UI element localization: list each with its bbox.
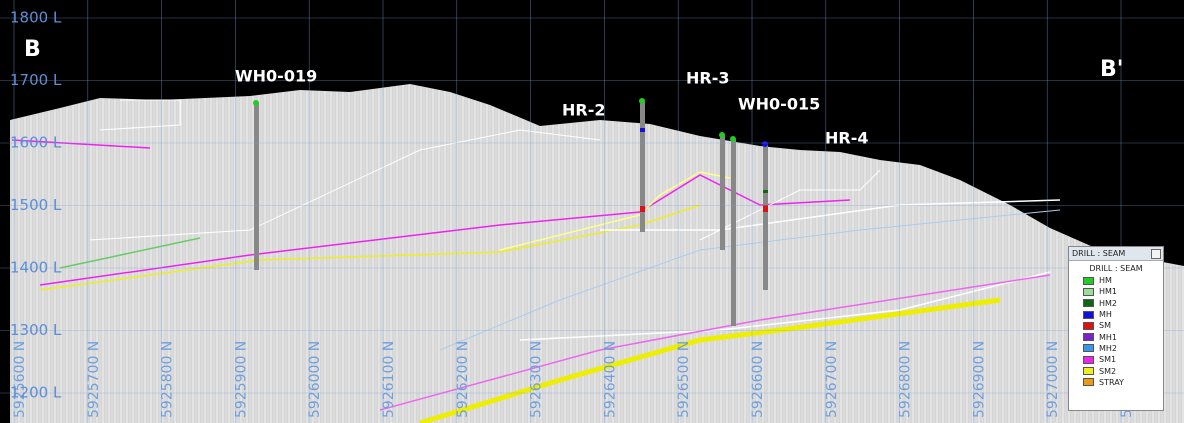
legend-swatch — [1083, 321, 1094, 330]
legend-label: HM1 — [1099, 287, 1118, 297]
elevation-label: 1700 L — [10, 71, 62, 89]
northing-label: 5926400 N — [602, 341, 618, 418]
legend-swatch — [1083, 355, 1094, 364]
drill-hole-label: WH0-019 — [235, 67, 317, 86]
northing-label: 5926600 N — [750, 341, 766, 418]
northing-label: 5925800 N — [160, 341, 176, 418]
legend-swatch — [1083, 287, 1094, 296]
legend-label: MH2 — [1099, 343, 1118, 353]
northing-label: 5925700 N — [86, 341, 102, 418]
legend-title: DRILL : SEAM — [1089, 264, 1143, 273]
legend-item: STRAY — [1069, 377, 1163, 388]
legend-header-text: DRILL : SEAM — [1072, 249, 1126, 258]
legend-item: MH2 — [1069, 343, 1163, 354]
northing-label: 5927000 N — [1045, 341, 1061, 418]
legend-swatch — [1083, 276, 1094, 285]
elevation-label: 1300 L — [10, 321, 62, 339]
legend-label: MH1 — [1099, 332, 1118, 342]
seam-lines — [11, 99, 1061, 423]
close-button[interactable] — [1151, 249, 1161, 259]
legend-swatch — [1083, 299, 1094, 308]
drill-hole-label: HR-4 — [825, 129, 868, 148]
legend-label: MH — [1099, 310, 1112, 320]
northing-label: 5926000 N — [307, 341, 323, 418]
legend-item: HM — [1069, 275, 1163, 286]
legend-label: HM2 — [1099, 298, 1118, 308]
northing-label: 5926200 N — [455, 341, 471, 418]
northing-label: 5925600 N — [12, 341, 28, 418]
elevation-label: 1600 L — [10, 134, 62, 152]
legend-item: SM1 — [1069, 354, 1163, 365]
legend-swatch — [1083, 344, 1094, 353]
legend-item: SM — [1069, 320, 1163, 331]
legend-item: HM2 — [1069, 298, 1163, 309]
legend-swatch — [1083, 378, 1094, 387]
northing-label: 5926500 N — [676, 341, 692, 418]
northing-label: 5926800 N — [898, 341, 914, 418]
drill-hole-label: HR-2 — [562, 101, 605, 120]
legend-item: MH — [1069, 309, 1163, 320]
legend-label: SM — [1099, 321, 1111, 331]
legend-item: HM1 — [1069, 286, 1163, 297]
legend-header: DRILL : SEAM — [1069, 247, 1163, 261]
legend-swatch — [1083, 333, 1094, 342]
northing-label: 5926900 N — [971, 341, 987, 418]
elevation-label: 1200 L — [10, 384, 62, 402]
legend-panel: DRILL : SEAM DRILL : SEAM HM HM1 HM2 MH SM MH… — [1068, 246, 1164, 411]
legend-item: SM2 — [1069, 365, 1163, 376]
ground — [10, 84, 1184, 423]
drill-hole-label: HR-3 — [686, 69, 729, 88]
elevation-label: 1400 L — [10, 259, 62, 277]
drill-hole-label: WH0-015 — [738, 95, 820, 114]
legend-item: MH1 — [1069, 331, 1163, 342]
section-label: B' — [1100, 57, 1124, 82]
legend-label: SM2 — [1099, 366, 1117, 376]
northing-label: 5926100 N — [381, 341, 397, 418]
legend-label: HM — [1099, 276, 1112, 286]
legend-items: HM HM1 HM2 MH SM MH1 MH2 SM1 SM2 STRAY — [1069, 275, 1163, 388]
section-label: B — [24, 37, 41, 62]
elevation-label: 1800 L — [10, 9, 62, 27]
legend-label: SM1 — [1099, 355, 1117, 365]
legend-swatch — [1083, 367, 1094, 376]
legend-swatch — [1083, 310, 1094, 319]
northing-label: 5925900 N — [233, 341, 249, 418]
drill-hole-traces — [253, 98, 768, 326]
northing-label: 5926700 N — [824, 341, 840, 418]
legend-label: STRAY — [1099, 377, 1124, 387]
northing-label: 5926300 N — [529, 341, 545, 418]
elevation-label: 1500 L — [10, 196, 62, 214]
